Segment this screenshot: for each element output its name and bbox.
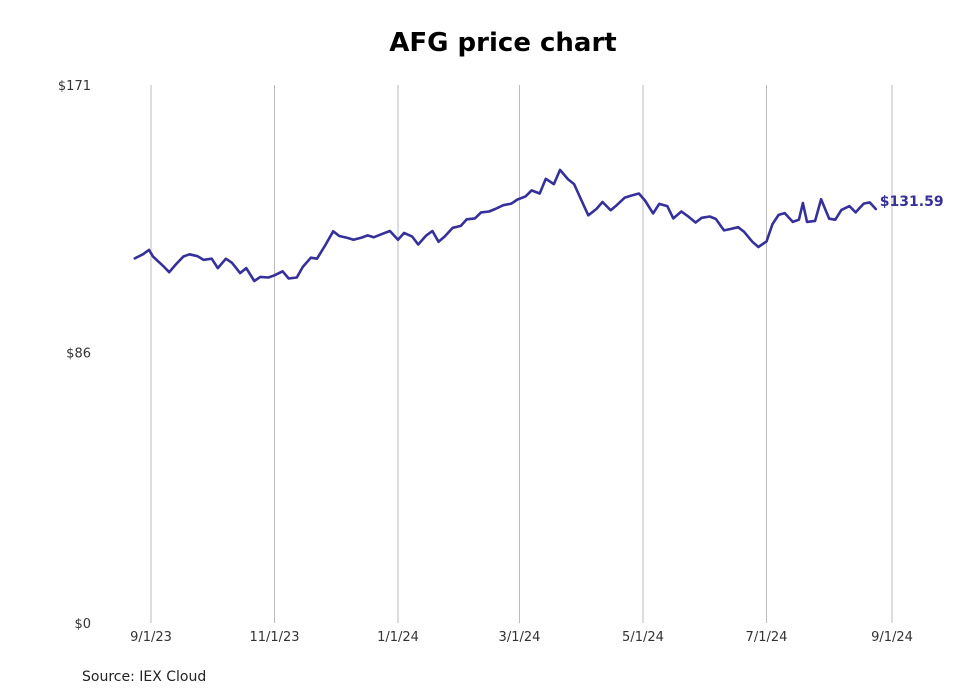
x-tick-label: 9/1/23 xyxy=(130,630,172,645)
x-tick-label: 9/1/24 xyxy=(871,630,913,645)
series-layer xyxy=(133,168,878,283)
source-note: Source: IEX Cloud xyxy=(82,669,207,685)
y-tick-label: $171 xyxy=(58,79,91,94)
y-axis-ticks: $0 $86 $171 xyxy=(58,79,91,632)
price-series-line xyxy=(133,168,878,283)
chart-title: AFG price chart xyxy=(389,28,617,58)
y-tick-label: $0 xyxy=(74,617,91,632)
x-tick-label: 7/1/24 xyxy=(746,630,788,645)
end-value-label: $131.59 xyxy=(880,194,944,210)
grid-lines xyxy=(150,85,893,623)
x-tick-label: 11/1/23 xyxy=(249,630,299,645)
x-axis-ticks: 9/1/23 11/1/23 1/1/24 3/1/24 5/1/24 7/1/24 9/1… xyxy=(130,630,913,645)
x-tick-label: 3/1/24 xyxy=(499,630,541,645)
x-tick-label: 5/1/24 xyxy=(622,630,664,645)
x-tick-label: 1/1/24 xyxy=(377,630,419,645)
annotations: $131.59 xyxy=(880,194,944,210)
y-tick-label: $86 xyxy=(66,346,91,361)
